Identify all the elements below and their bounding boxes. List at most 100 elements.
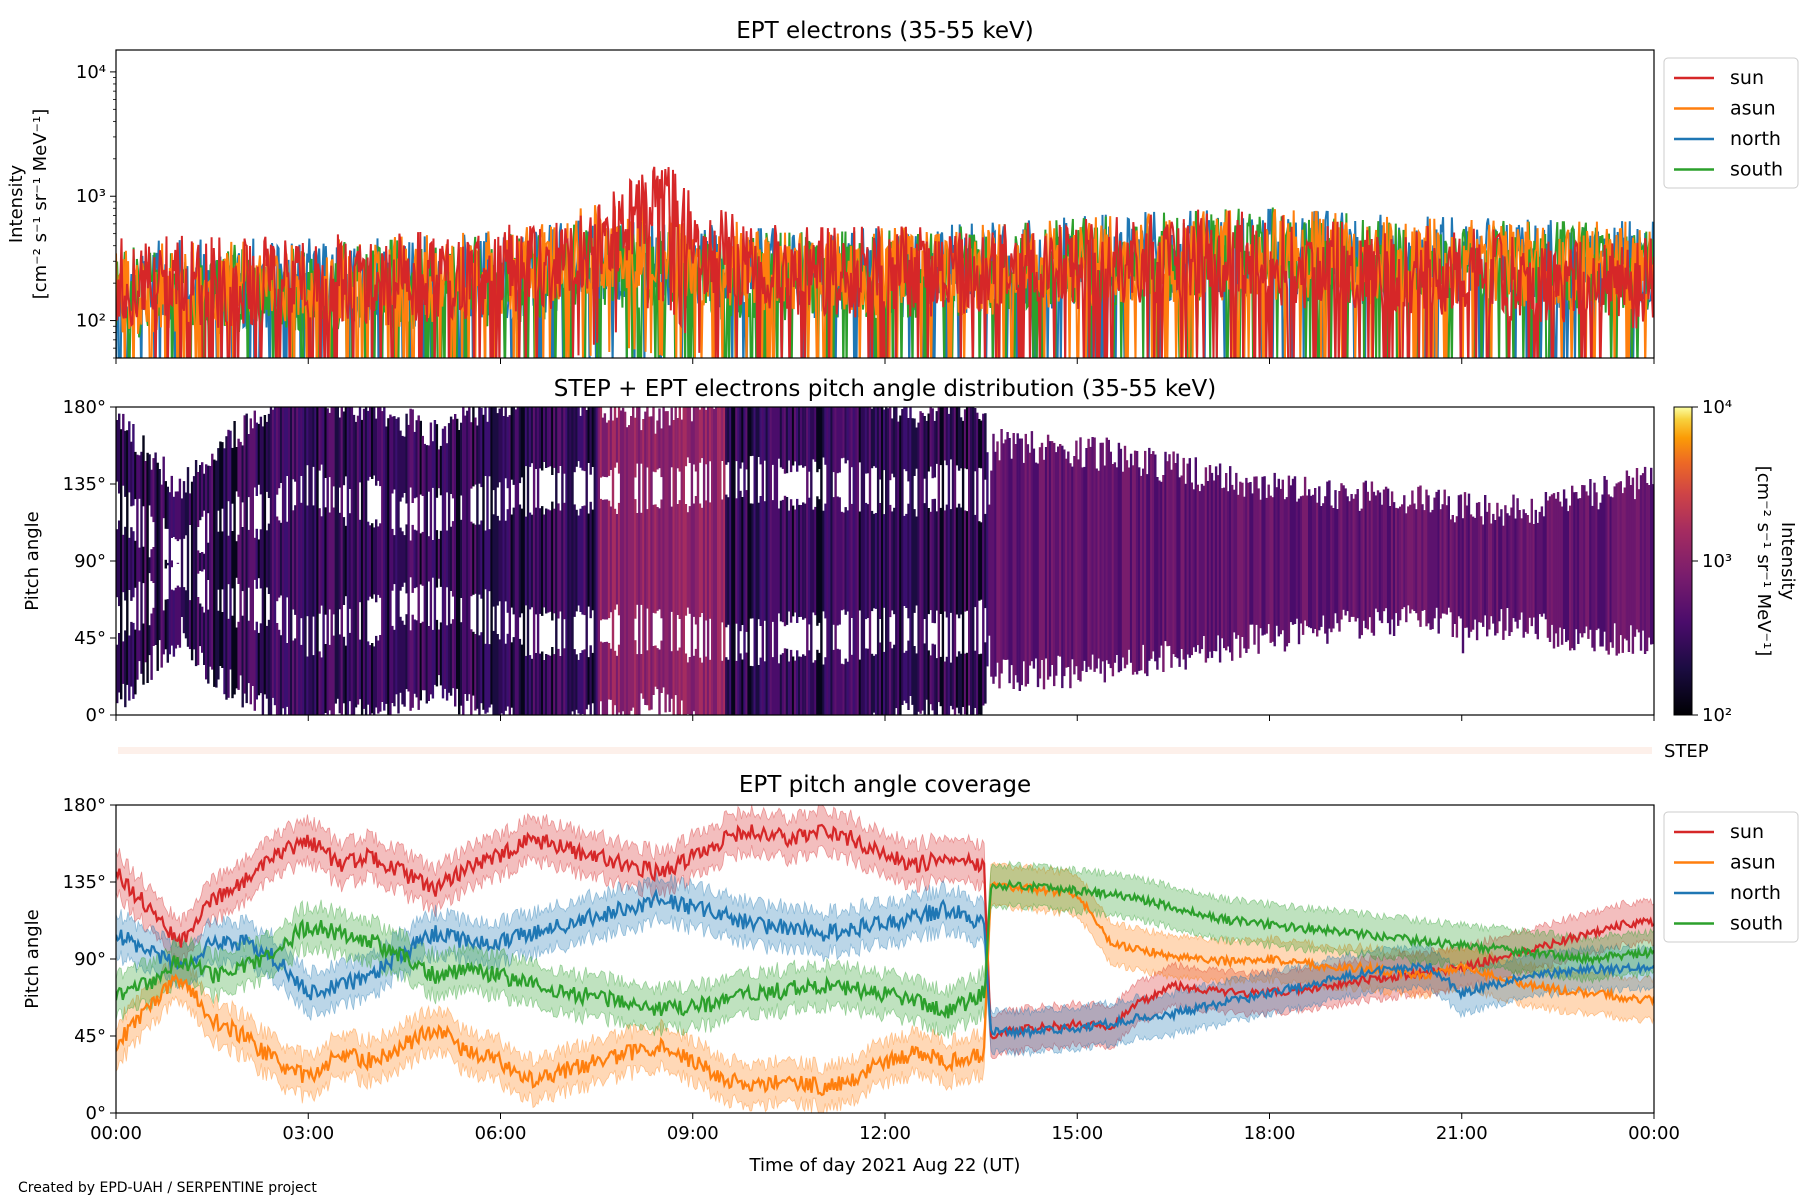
heatmap-cell [320, 516, 323, 606]
heatmap-cell [603, 499, 607, 620]
heatmap-cell [1067, 451, 1070, 667]
heatmap-cell [541, 506, 544, 616]
heatmap-cell [235, 541, 238, 578]
heatmap-cell [437, 538, 441, 579]
heatmap-cell [269, 407, 273, 715]
heatmap-cell [1002, 443, 1005, 660]
heatmap-cell [520, 644, 524, 715]
heatmap-cell [375, 418, 378, 486]
heatmap-cell [1498, 516, 1501, 622]
heatmap-cell [296, 407, 299, 715]
heatmap-cell [583, 505, 586, 616]
heatmap-cell [666, 411, 669, 695]
heatmap-cell [342, 636, 346, 704]
heatmap-cell [1101, 442, 1104, 662]
heatmap-cell [332, 507, 335, 615]
heatmap-cell [543, 407, 546, 462]
heatmap-cell [1613, 486, 1616, 624]
heatmap-cell [480, 520, 483, 599]
heatmap-cell [749, 665, 752, 715]
heatmap-cell [949, 407, 953, 460]
heatmap-cell [660, 640, 663, 693]
heatmap-cell [172, 496, 176, 537]
heatmap-cell [1558, 501, 1562, 628]
heatmap-cell [504, 643, 507, 711]
heatmap-cell [842, 407, 845, 458]
heatmap-cell [267, 413, 271, 498]
heatmap-cell [366, 521, 370, 601]
heatmap-cell [1599, 502, 1602, 647]
heatmap-cell [955, 507, 959, 615]
heatmap-cell [781, 407, 785, 469]
heatmap-cell [451, 419, 455, 499]
heatmap-cell [858, 407, 862, 463]
heatmap-cell [1277, 478, 1280, 637]
heatmap-cell [541, 407, 544, 471]
panel1-title: EPT electrons (35-55 keV) [736, 18, 1033, 44]
heatmap-cell [176, 562, 180, 564]
heatmap-cell [474, 417, 477, 485]
heatmap-cell [741, 497, 744, 625]
heatmap-cell [1502, 525, 1505, 640]
heatmap-cell [413, 431, 416, 499]
heatmap-cell [186, 467, 190, 647]
heatmap-cell [348, 632, 352, 702]
heatmap-cell [1162, 475, 1165, 672]
heatmap-cell [449, 416, 453, 494]
heatmap-cell [1617, 482, 1620, 654]
heatmap-cell [543, 514, 546, 608]
heatmap-cell [1030, 431, 1034, 662]
heatmap-cell [205, 464, 208, 680]
heatmap-cell [1257, 488, 1260, 654]
heatmap-cell [1542, 516, 1546, 614]
heatmap-cell [1312, 494, 1315, 634]
legend-label-south: south [1730, 159, 1783, 181]
heatmap-cell [1040, 442, 1044, 660]
heatmap-cell [955, 656, 959, 708]
panel3-ylabel: Pitch angle [22, 909, 43, 1008]
heatmap-cell [257, 539, 261, 579]
heatmap-cell [927, 650, 930, 715]
heatmap-cell [312, 655, 315, 715]
heatmap-cell [328, 412, 331, 478]
heatmap-cell [903, 652, 906, 701]
heatmap-cell [194, 460, 198, 667]
heatmap-cell [575, 654, 578, 710]
heatmap-cell [196, 597, 200, 666]
heatmap-cell [913, 418, 916, 476]
heatmap-cell [286, 643, 289, 707]
heatmap-cell [783, 495, 787, 627]
heatmap-cell [943, 407, 947, 461]
heatmap-cell [551, 407, 554, 475]
heatmap-cell [846, 661, 849, 715]
heatmap-cell [196, 472, 200, 527]
heatmap-cell [1597, 509, 1600, 629]
heatmap-cell [636, 654, 639, 715]
heatmap-cell [545, 654, 548, 715]
heatmap-cell [883, 514, 886, 608]
heatmap-cell [1486, 511, 1489, 637]
heatmap-cell [787, 510, 791, 612]
heatmap-cell [512, 507, 515, 615]
heatmap-cell [538, 407, 542, 469]
heatmap-cell [1010, 458, 1013, 666]
heatmap-cell [939, 507, 942, 614]
heatmap-cell [953, 407, 957, 715]
heatmap-cell [883, 651, 886, 715]
heatmap-cell [1289, 485, 1293, 623]
heatmap-cell [1176, 453, 1179, 659]
heatmap-cell [148, 625, 151, 656]
heatmap-cell [978, 521, 981, 601]
heatmap-cell [534, 507, 538, 615]
heatmap-cell [787, 407, 791, 461]
heatmap-cell [1520, 518, 1523, 613]
heatmap-cell [757, 502, 760, 620]
colorbar-label-line1: Intensity [1777, 522, 1798, 601]
heatmap-cell [974, 650, 977, 708]
heatmap-cell [719, 407, 722, 715]
heatmap-cell [862, 407, 866, 715]
heatmap-cell [901, 409, 904, 705]
heatmap-cell [1469, 514, 1473, 632]
heatmap-cell [1034, 462, 1038, 659]
heatmap-cell [484, 530, 487, 590]
